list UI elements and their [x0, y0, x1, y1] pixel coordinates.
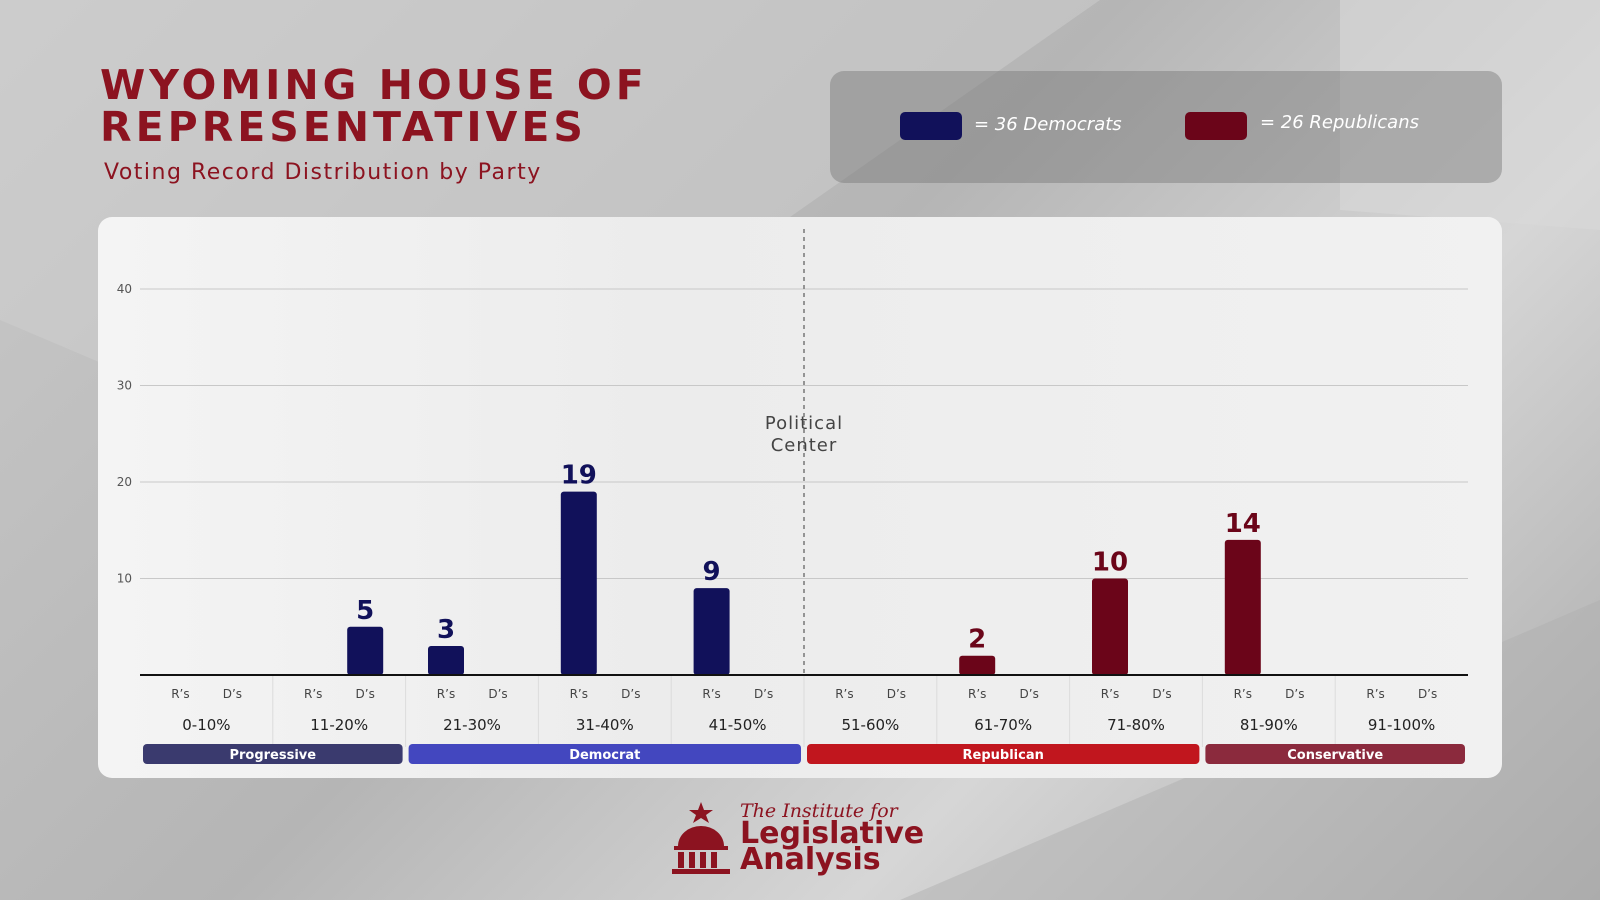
logo-text-line1: The Institute for	[740, 800, 898, 822]
bar	[1092, 578, 1128, 675]
bar-value-label: 5	[356, 596, 374, 626]
category-label: 91-100%	[1368, 716, 1435, 734]
category-label: 71-80%	[1107, 716, 1165, 734]
bar-sublabel: R’s	[570, 687, 588, 701]
y-tick-label: 40	[117, 282, 132, 296]
bar-value-label: 2	[968, 625, 986, 655]
bar	[428, 646, 464, 675]
bar	[959, 655, 996, 675]
bar-value-label: 3	[437, 615, 455, 645]
bar-sublabel: D’s	[488, 687, 507, 701]
bar-sublabel: D’s	[887, 687, 906, 701]
bar-sublabel: D’s	[356, 687, 375, 701]
bar	[693, 588, 730, 675]
democrats-legend-label: = 36 Democrats	[974, 114, 1122, 135]
bar-value-label: 19	[561, 461, 597, 491]
bar-sublabel: R’s	[171, 687, 189, 701]
page-subtitle: Voting Record Distribution by Party	[104, 160, 542, 185]
category-label: 0-10%	[182, 716, 230, 734]
group-bar	[1205, 744, 1465, 764]
category-label: 21-30%	[443, 716, 501, 734]
chart-panel: 10 20 30 40 Political Center R’s R’s 3 R’s 19 R’s 9 R…	[98, 217, 1502, 778]
category-label: 41-50%	[709, 716, 767, 734]
group-bar	[408, 744, 801, 764]
category-label: 61-70%	[974, 716, 1032, 734]
republicans-swatch	[1185, 112, 1247, 140]
bar-sublabel: D’s	[621, 687, 640, 701]
bar-sublabel: R’s	[437, 687, 455, 701]
bar-sublabel: D’s	[1418, 687, 1437, 701]
y-tick-label: 30	[117, 379, 132, 393]
group-label: Progressive	[229, 748, 316, 763]
bar-sublabel: R’s	[1366, 687, 1384, 701]
democrats-swatch	[900, 112, 962, 140]
institute-logo: The Institute for Legislative Analysis	[670, 800, 940, 880]
bar-sublabel: D’s	[1285, 687, 1304, 701]
bar-sublabel: R’s	[835, 687, 853, 701]
group-label: Conservative	[1287, 748, 1383, 763]
group-label: Democrat	[569, 748, 640, 763]
bar-sublabel: R’s	[304, 687, 322, 701]
group-bar	[143, 744, 403, 764]
bar-value-label: 14	[1225, 509, 1261, 539]
bar-sublabel: D’s	[223, 687, 242, 701]
category-label: 51-60%	[841, 716, 899, 734]
center-label-line1: Political	[765, 413, 843, 434]
logo-text-line2: Legislative	[740, 816, 925, 851]
bar	[1224, 539, 1261, 675]
bar-sublabel: R’s	[1234, 687, 1252, 701]
bar-sublabel: R’s	[1101, 687, 1119, 701]
bar-value-label: 9	[703, 557, 721, 587]
capitol-icon	[672, 802, 730, 874]
bar-sublabel: D’s	[1152, 687, 1171, 701]
y-tick-label: 20	[117, 475, 132, 489]
center-label-line2: Center	[771, 435, 838, 456]
bar-sublabel: R’s	[968, 687, 986, 701]
bar	[560, 491, 597, 675]
logo-text-line3: Analysis	[740, 842, 881, 877]
republicans-legend-label: = 26 Republicans	[1260, 112, 1419, 133]
bar-sublabel: R’s	[702, 687, 720, 701]
y-tick-label: 10	[117, 572, 132, 586]
group-bar	[807, 744, 1200, 764]
group-label: Republican	[963, 748, 1044, 763]
category-label: 81-90%	[1240, 716, 1298, 734]
category-label: 31-40%	[576, 716, 634, 734]
bar	[347, 626, 384, 675]
legend: = 36 Democrats = 26 Republicans	[830, 71, 1502, 183]
bar-sublabel: D’s	[1020, 687, 1039, 701]
bar-sublabel: D’s	[754, 687, 773, 701]
page-title: WYOMING HOUSE OF REPRESENTATIVES	[100, 61, 648, 151]
category-label: 11-20%	[310, 716, 368, 734]
bar-value-label: 10	[1092, 548, 1128, 578]
